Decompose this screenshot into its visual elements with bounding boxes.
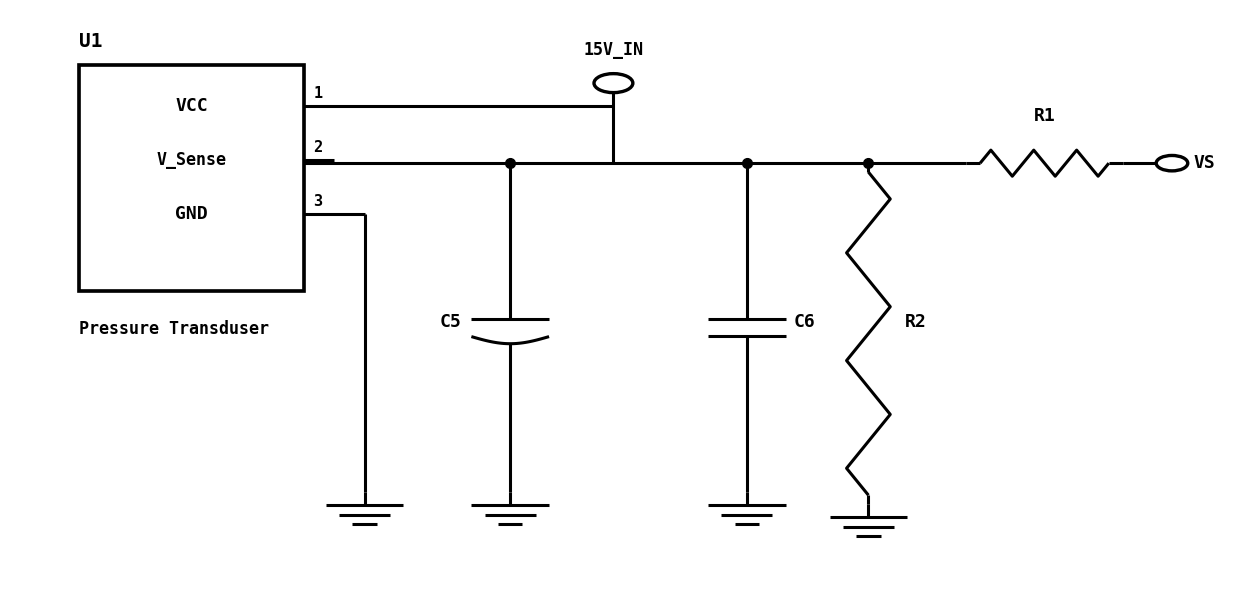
Text: 3: 3 <box>313 194 322 209</box>
Text: 15V_IN: 15V_IN <box>584 41 643 59</box>
Text: C5: C5 <box>440 313 462 331</box>
Text: VCC: VCC <box>175 97 208 115</box>
Text: V_Sense: V_Sense <box>156 151 227 169</box>
Text: U1: U1 <box>79 31 103 50</box>
Text: VS: VS <box>1194 154 1215 172</box>
Text: C6: C6 <box>793 313 815 331</box>
Text: 1: 1 <box>313 86 322 101</box>
Text: R1: R1 <box>1033 106 1056 125</box>
Bar <box>79 65 304 290</box>
Text: GND: GND <box>175 205 208 223</box>
Text: R2: R2 <box>904 313 927 331</box>
Text: Pressure Transduser: Pressure Transduser <box>79 320 269 338</box>
Text: 2: 2 <box>313 140 322 155</box>
